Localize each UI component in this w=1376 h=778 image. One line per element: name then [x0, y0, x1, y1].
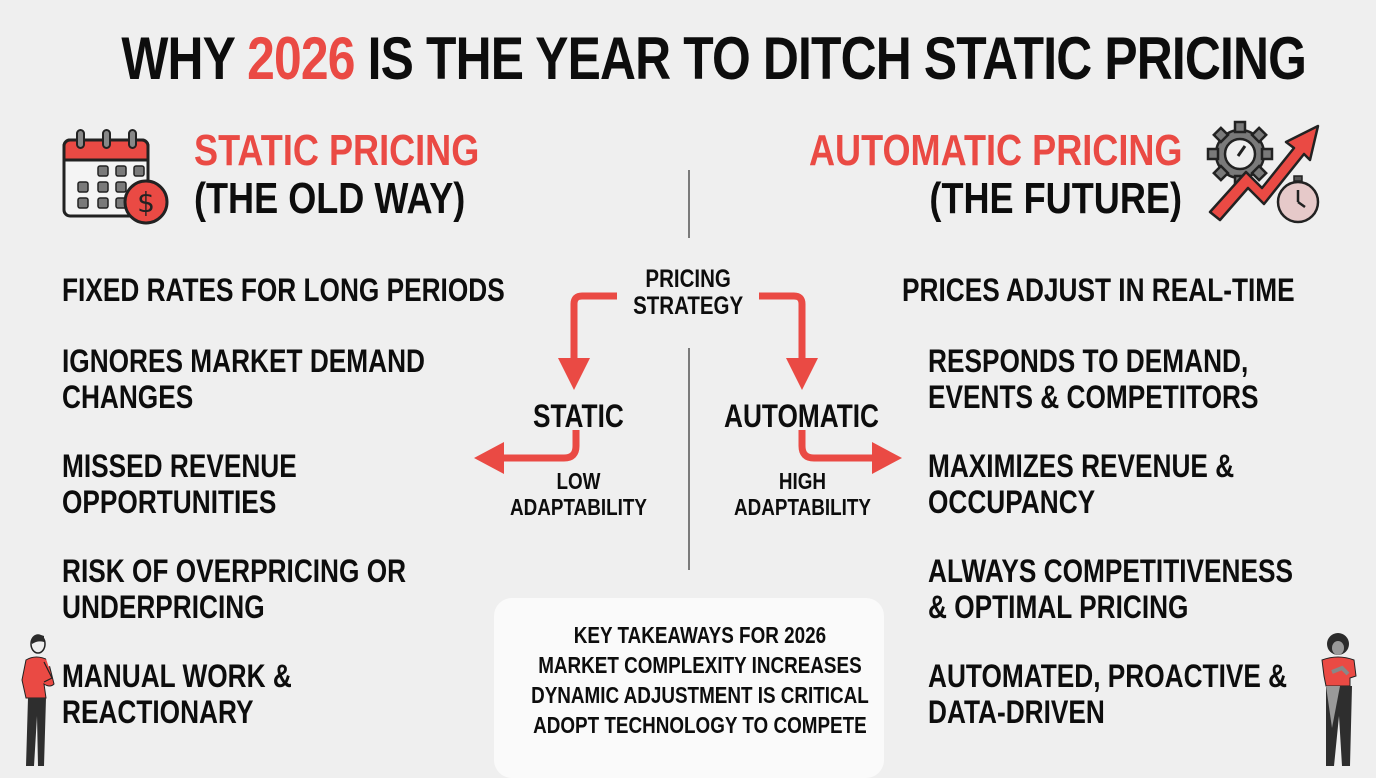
- left-item-3: MISSED REVENUE OPPORTUNITIES: [62, 448, 348, 520]
- low-adaptability-label: LOW ADAPTABILITY: [478, 468, 678, 520]
- left-item-1-line: FIXED RATES FOR LONG PERIODS: [62, 272, 505, 308]
- pointing-woman-illustration: [1312, 632, 1360, 768]
- right-item-2: RESPONDS TO DEMAND, EVENTS & COMPETITORS: [928, 343, 1331, 415]
- old-way-heading: (THE OLD WAY): [194, 174, 525, 224]
- title-year: 2026: [247, 25, 355, 92]
- automatic-heading-red: AUTOMATIC PRICING: [808, 126, 1182, 175]
- low-text: LOW: [555, 468, 600, 494]
- key-takeaways-card: KEY TAKEAWAYS FOR 2026 MARKET COMPLEXITY…: [494, 598, 884, 778]
- top-divider: [688, 170, 690, 238]
- strategy-line-2: STRATEGY: [632, 292, 744, 320]
- right-item-1: PRICES ADJUST IN REAL-TIME: [902, 272, 1376, 308]
- page-title: WHY 2026 IS THE YEAR TO DITCH STATIC PRI…: [0, 24, 1376, 93]
- left-item-5: MANUAL WORK & REACTIONARY: [62, 658, 342, 730]
- title-prefix: WHY: [121, 25, 248, 92]
- right-item-4-line-1: ALWAYS COMPETITIVENESS: [928, 553, 1294, 589]
- takeaway-line-2: DYNAMIC ADJUSTMENT IS CRITICAL: [531, 682, 869, 708]
- right-item-4: ALWAYS COMPETITIVENESS & OPTIMAL PRICING: [928, 553, 1373, 625]
- right-item-3-line-2: OCCUPANCY: [928, 484, 1096, 520]
- title-suffix: IS THE YEAR TO DITCH STATIC PRICING: [354, 25, 1307, 92]
- automatic-heading-black: (THE FUTURE): [929, 174, 1182, 223]
- strategy-line-1: PRICING: [645, 265, 731, 293]
- calendar-dollar-icon: $: [60, 126, 172, 226]
- right-item-3: MAXIMIZES REVENUE & OCCUPANCY: [928, 448, 1301, 520]
- automatic-label: AUTOMATIC: [702, 398, 902, 435]
- right-item-3-line-1: MAXIMIZES REVENUE &: [928, 448, 1235, 484]
- svg-text:$: $: [137, 186, 155, 219]
- high-adaptability-label: HIGH ADAPTABILITY: [702, 468, 902, 520]
- right-item-5: AUTOMATED, PROACTIVE & DATA-DRIVEN: [928, 658, 1366, 730]
- left-item-1: FIXED RATES FOR LONG PERIODS: [62, 272, 602, 308]
- right-item-2-line-2: EVENTS & COMPETITORS: [928, 379, 1259, 415]
- static-heading-black: (THE OLD WAY): [194, 174, 466, 223]
- strategy-arrows: [474, 292, 902, 474]
- static-pricing-heading: STATIC PRICING: [194, 126, 542, 176]
- center-divider: [688, 348, 690, 570]
- automatic-label-text: AUTOMATIC: [724, 398, 880, 434]
- left-item-3-line-2: OPPORTUNITIES: [62, 484, 277, 520]
- left-item-2-line-2: CHANGES: [62, 379, 194, 415]
- arrow-left-icon: [474, 430, 580, 474]
- left-item-5-line-2: REACTIONARY: [62, 694, 254, 730]
- right-item-2-line-1: RESPONDS TO DEMAND,: [928, 343, 1249, 379]
- adaptability-text-left: ADAPTABILITY: [509, 494, 647, 520]
- gear-growth-stopwatch-icon: [1206, 120, 1326, 228]
- left-item-4-line-2: UNDERPRICING: [62, 589, 265, 625]
- right-item-5-line-1: AUTOMATED, PROACTIVE &: [928, 658, 1288, 694]
- static-label-text: STATIC: [532, 398, 624, 434]
- static-heading-red: STATIC PRICING: [194, 126, 480, 175]
- left-item-2-line-1: IGNORES MARKET DEMAND: [62, 343, 425, 379]
- left-item-4: RISK OF OVERPRICING OR UNDERPRICING: [62, 553, 482, 625]
- arrow-down-left-icon: [558, 292, 617, 390]
- thinking-man-illustration: [14, 632, 64, 768]
- automatic-pricing-heading: AUTOMATIC PRICING: [727, 126, 1182, 176]
- left-item-4-line-1: RISK OF OVERPRICING OR: [62, 553, 407, 589]
- arrow-down-right-icon: [759, 292, 818, 390]
- static-label: STATIC: [478, 398, 678, 435]
- left-item-3-line-1: MISSED REVENUE: [62, 448, 297, 484]
- takeaways-heading: KEY TAKEAWAYS FOR 2026: [573, 622, 827, 648]
- adaptability-text-right: ADAPTABILITY: [733, 494, 871, 520]
- pricing-strategy-label: PRICING STRATEGY: [588, 266, 788, 320]
- future-heading: (THE FUTURE): [874, 174, 1182, 224]
- left-item-2: IGNORES MARKET DEMAND CHANGES: [62, 343, 505, 415]
- takeaway-line-1: MARKET COMPLEXITY INCREASES: [538, 652, 862, 678]
- arrow-right-icon: [798, 430, 902, 474]
- right-item-5-line-2: DATA-DRIVEN: [928, 694, 1105, 730]
- takeaway-line-3: ADOPT TECHNOLOGY TO COMPETE: [533, 712, 867, 738]
- right-item-4-line-2: & OPTIMAL PRICING: [928, 589, 1189, 625]
- high-text: HIGH: [778, 468, 826, 494]
- left-item-5-line-1: MANUAL WORK &: [62, 658, 292, 694]
- right-item-1-line: PRICES ADJUST IN REAL-TIME: [902, 272, 1295, 308]
